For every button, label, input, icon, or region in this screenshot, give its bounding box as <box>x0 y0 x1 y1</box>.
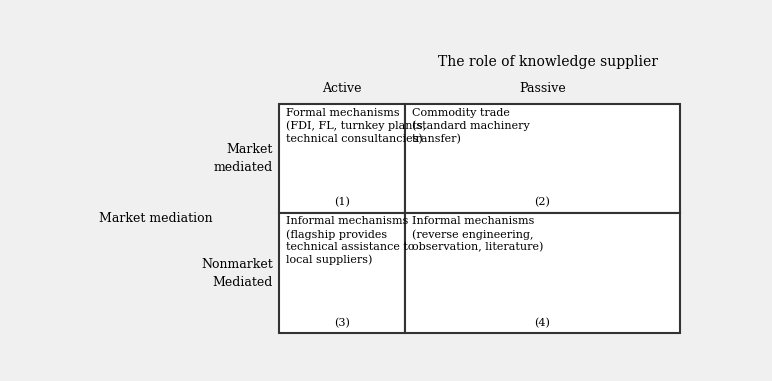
Text: Commodity trade
(standard machinery
transfer): Commodity trade (standard machinery tran… <box>411 108 530 144</box>
Bar <box>405 104 680 213</box>
Bar <box>279 104 405 213</box>
Text: Passive: Passive <box>519 82 566 95</box>
Text: Informal mechanisms
(reverse engineering,
observation, literature): Informal mechanisms (reverse engineering… <box>411 216 543 253</box>
Text: Formal mechanisms
(FDI, FL, turnkey plants,
technical consultancies): Formal mechanisms (FDI, FL, turnkey plan… <box>286 108 426 144</box>
Text: Market mediation: Market mediation <box>100 212 213 225</box>
Text: (3): (3) <box>334 318 350 328</box>
Bar <box>279 213 405 333</box>
Text: The role of knowledge supplier: The role of knowledge supplier <box>438 54 659 69</box>
Text: Informal mechanisms
(flagship provides
technical assistance to
local suppliers): Informal mechanisms (flagship provides t… <box>286 216 415 265</box>
Text: Active: Active <box>322 82 361 95</box>
Text: (1): (1) <box>334 197 350 208</box>
Text: Market
mediated: Market mediated <box>214 143 273 174</box>
Text: (4): (4) <box>534 318 550 328</box>
Text: (2): (2) <box>534 197 550 208</box>
Text: Nonmarket
Mediated: Nonmarket Mediated <box>201 258 273 288</box>
Bar <box>405 213 680 333</box>
